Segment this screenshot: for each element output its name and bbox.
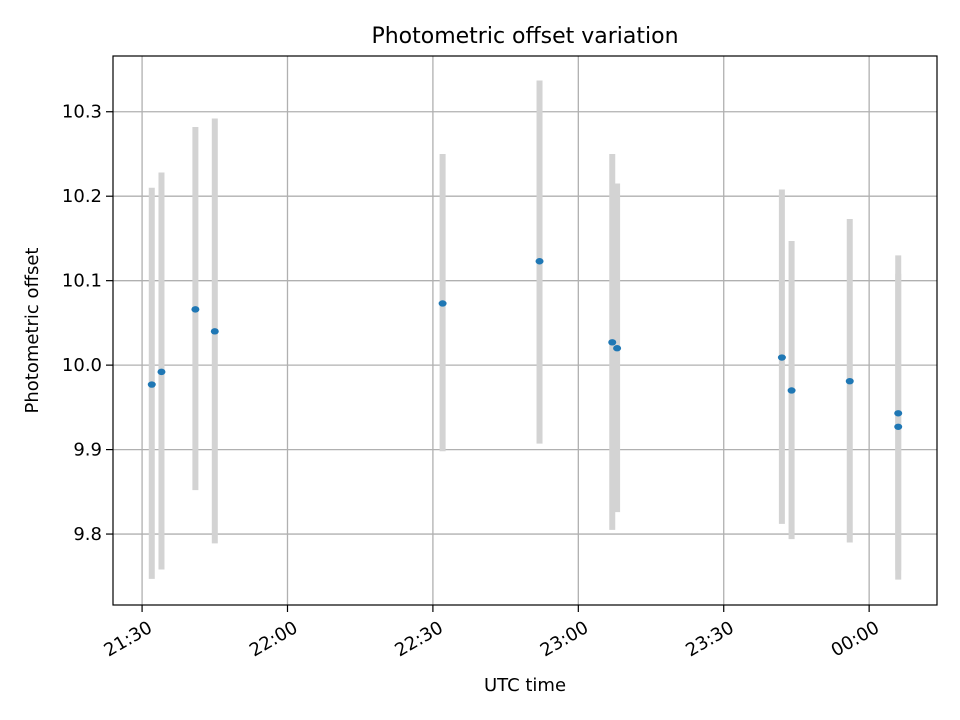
y-tick-label: 10.3 — [62, 102, 102, 123]
data-point — [894, 423, 903, 430]
point-layer — [147, 258, 903, 430]
y-tick-label: 9.9 — [73, 440, 102, 461]
y-axis-title: Photometric offset — [22, 248, 43, 414]
data-point — [894, 410, 903, 417]
y-tick-label: 10.2 — [62, 186, 102, 207]
data-point — [777, 354, 786, 361]
y-tick-label: 10.1 — [62, 271, 102, 292]
y-tick-label: 9.8 — [73, 524, 102, 545]
data-point — [845, 377, 854, 385]
data-point — [210, 328, 219, 335]
data-point — [535, 258, 544, 265]
y-tick-label: 10.0 — [62, 355, 102, 376]
chart-title: Photometric offset variation — [371, 24, 678, 49]
data-point — [157, 368, 166, 376]
data-point — [191, 306, 200, 313]
data-point — [613, 345, 622, 352]
data-point — [438, 300, 447, 307]
x-axis-title: UTC time — [484, 675, 566, 696]
plot-frame — [112, 55, 938, 606]
data-point — [608, 339, 617, 346]
grid-layer — [113, 56, 937, 605]
data-point — [787, 387, 796, 394]
data-point — [147, 381, 156, 388]
